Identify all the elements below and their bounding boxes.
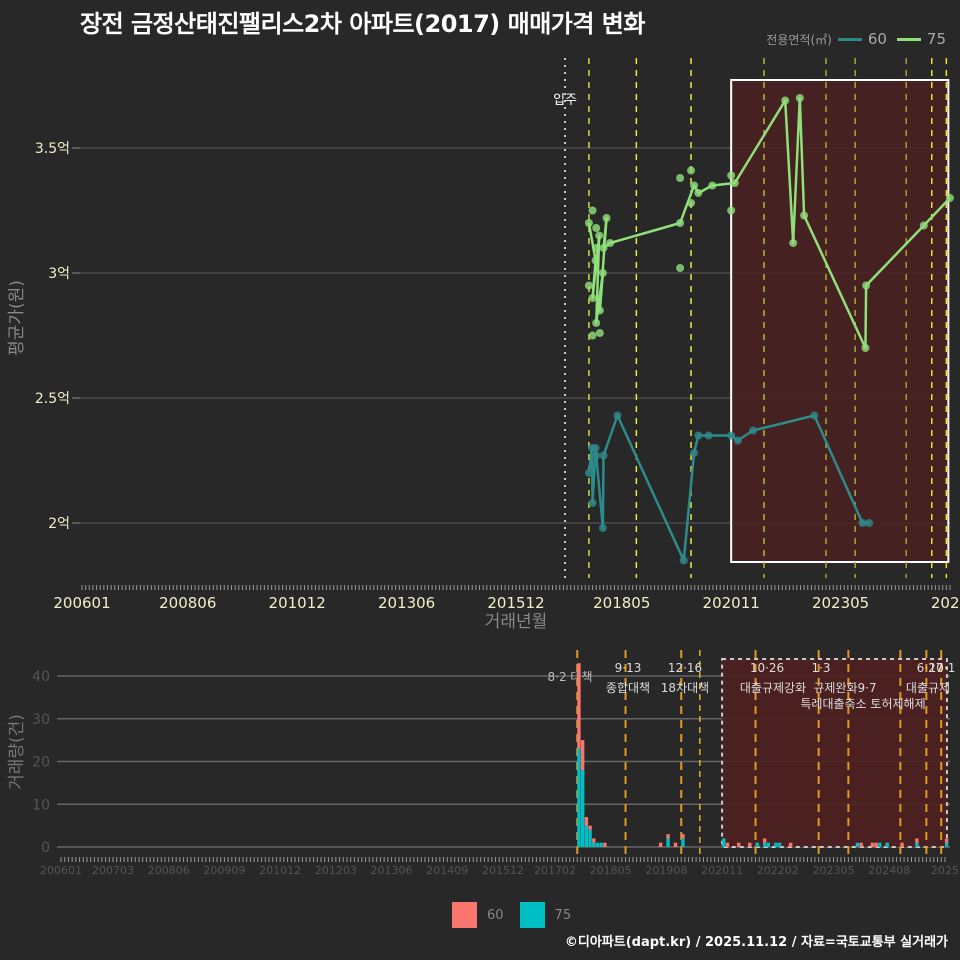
legend-bottom-75-swatch <box>520 902 545 928</box>
svg-text:6·27: 6·27 <box>917 661 944 675</box>
y-tick-label: 2억 <box>48 516 70 532</box>
svg-text:대출규제강화: 대출규제강화 <box>740 681 806 695</box>
svg-text:200601: 200601 <box>40 864 82 877</box>
y-axis-title: 평균가(원) <box>7 280 27 356</box>
svg-text:9·13: 9·13 <box>615 661 642 675</box>
svg-text:규제완화9·7: 규제완화9·7 <box>813 681 876 695</box>
x-tick-label: 2025 <box>931 594 960 612</box>
svg-text:18차대책: 18차대책 <box>661 680 709 695</box>
legend-bottom-75-label: 75 <box>555 908 572 923</box>
x-tick-label: 202011 <box>703 594 760 612</box>
svg-text:201512: 201512 <box>482 864 524 877</box>
x-tick-label: 201012 <box>269 594 326 612</box>
svg-text:특례대출축소 토허제해제: 특례대출축소 토허제해제 <box>800 697 925 711</box>
svg-text:거래량(건): 거래량(건) <box>7 714 27 790</box>
x-tick-label: 202305 <box>812 594 869 612</box>
svg-text:대출규제: 대출규제 <box>906 681 950 695</box>
svg-text:200703: 200703 <box>92 864 134 877</box>
svg-text:200806: 200806 <box>148 864 190 877</box>
y-tick-label: 2.5억 <box>35 391 70 407</box>
svg-text:12·16: 12·16 <box>668 661 702 675</box>
svg-text:201409: 201409 <box>426 864 468 877</box>
svg-text:201012: 201012 <box>259 864 301 877</box>
svg-text:10: 10 <box>32 797 50 813</box>
x-tick-label: 201512 <box>487 594 544 612</box>
svg-text:2025: 2025 <box>931 864 959 877</box>
x-axis-title: 거래년월 <box>485 612 548 632</box>
svg-text:201306: 201306 <box>371 864 413 877</box>
svg-text:0: 0 <box>41 840 50 856</box>
move-in-label: 입주 <box>553 93 577 108</box>
svg-text:201702: 201702 <box>534 864 576 877</box>
x-tick-label: 200601 <box>53 594 110 612</box>
svg-text:201805: 201805 <box>590 864 632 877</box>
y-tick-label: 3억 <box>48 266 70 282</box>
svg-text:30: 30 <box>32 712 50 728</box>
price-line-chart: 2억 2.5억 3억 3.5억 입주 200601 200806 201012 201306 20… <box>0 0 960 640</box>
legend-bottom-60-swatch <box>452 902 477 928</box>
svg-text:201203: 201203 <box>315 864 357 877</box>
svg-text:1·3: 1·3 <box>811 661 830 675</box>
x-tick-label: 201805 <box>593 594 650 612</box>
svg-text:200909: 200909 <box>203 864 245 877</box>
svg-text:202408: 202408 <box>868 864 910 877</box>
legend-bottom: 60 75 <box>452 902 571 928</box>
svg-text:40: 40 <box>32 669 50 685</box>
svg-text:10·26: 10·26 <box>750 661 784 675</box>
svg-text:202305: 202305 <box>813 864 855 877</box>
svg-text:8·2 대책: 8·2 대책 <box>548 669 593 684</box>
credit-text: ©디아파트(dapt.kr) / 2025.11.12 / 자료=국토교통부 실… <box>565 931 948 950</box>
svg-text:20: 20 <box>32 755 50 771</box>
legend-bottom-60-label: 60 <box>487 908 504 923</box>
x-tick-label: 200806 <box>159 594 216 612</box>
x-tick-label: 201306 <box>378 594 435 612</box>
svg-text:202011: 202011 <box>701 864 743 877</box>
svg-text:종합대책: 종합대책 <box>606 680 650 695</box>
svg-text:201908: 201908 <box>645 864 687 877</box>
svg-text:202202: 202202 <box>757 864 799 877</box>
y-tick-label: 3.5억 <box>35 141 70 157</box>
svg-text:10·1: 10·1 <box>929 661 956 675</box>
